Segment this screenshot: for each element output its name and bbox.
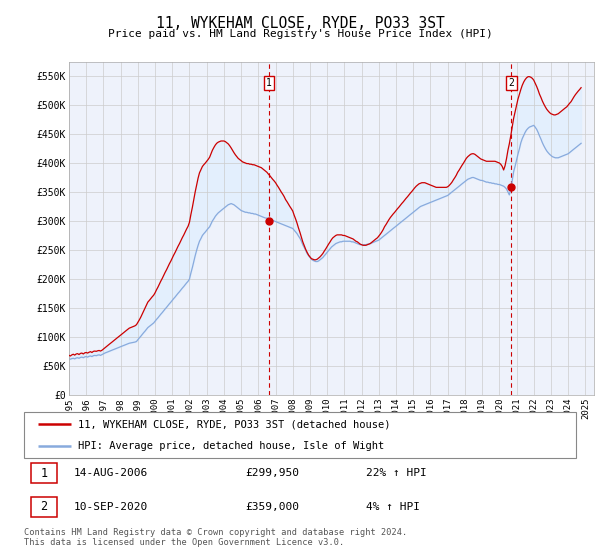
Text: £359,000: £359,000 — [245, 502, 299, 512]
Text: 10-SEP-2020: 10-SEP-2020 — [74, 502, 148, 512]
FancyBboxPatch shape — [31, 463, 57, 483]
Text: 2: 2 — [40, 501, 47, 514]
Text: £299,950: £299,950 — [245, 468, 299, 478]
Text: 2: 2 — [508, 78, 514, 88]
Text: HPI: Average price, detached house, Isle of Wight: HPI: Average price, detached house, Isle… — [78, 441, 385, 451]
Text: 11, WYKEHAM CLOSE, RYDE, PO33 3ST: 11, WYKEHAM CLOSE, RYDE, PO33 3ST — [155, 16, 445, 31]
Text: 11, WYKEHAM CLOSE, RYDE, PO33 3ST (detached house): 11, WYKEHAM CLOSE, RYDE, PO33 3ST (detac… — [78, 419, 391, 430]
Text: 22% ↑ HPI: 22% ↑ HPI — [366, 468, 427, 478]
Text: 1: 1 — [266, 78, 272, 88]
FancyBboxPatch shape — [24, 412, 576, 458]
Text: Price paid vs. HM Land Registry's House Price Index (HPI): Price paid vs. HM Land Registry's House … — [107, 29, 493, 39]
Text: Contains HM Land Registry data © Crown copyright and database right 2024.
This d: Contains HM Land Registry data © Crown c… — [24, 528, 407, 548]
Text: 4% ↑ HPI: 4% ↑ HPI — [366, 502, 420, 512]
FancyBboxPatch shape — [31, 497, 57, 517]
Text: 1: 1 — [40, 466, 47, 480]
Text: 14-AUG-2006: 14-AUG-2006 — [74, 468, 148, 478]
